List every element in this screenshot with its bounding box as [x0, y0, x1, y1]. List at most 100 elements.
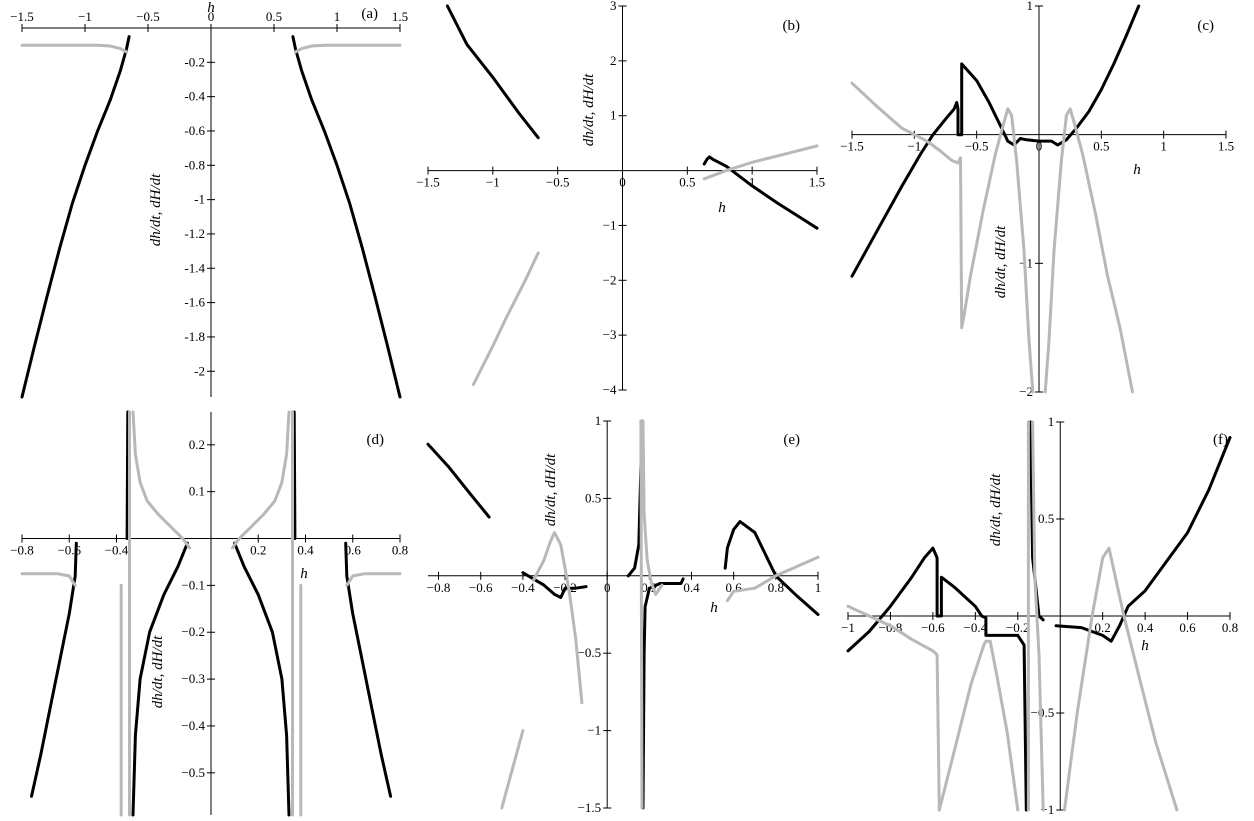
- y-tick-label: −1: [603, 217, 617, 232]
- x-tick-label: 0: [604, 580, 611, 595]
- x-tick-label: −0.6: [57, 543, 81, 558]
- y-tick-label: 3: [610, 0, 617, 13]
- y-tick-label: 0.1: [189, 484, 205, 499]
- x-tick-label: 1: [815, 580, 822, 595]
- y-tick-label: -2: [194, 363, 205, 378]
- x-tick-label: 1: [334, 9, 341, 24]
- x-tick-label: 0.8: [1222, 620, 1238, 635]
- y-tick-label: -0.2: [184, 54, 205, 69]
- y-tick-label: 0.5: [1038, 511, 1054, 526]
- y-tick-label: -0.6: [184, 123, 205, 138]
- x-tick-label: 1: [749, 175, 756, 190]
- x-tick-label: 0.5: [266, 9, 282, 24]
- x-tick-label: −0.5: [965, 139, 989, 154]
- y-tick-label: -1.4: [184, 260, 205, 275]
- series-line-black: [846, 546, 1028, 812]
- x-axis-label: h: [300, 566, 308, 582]
- series-line-black: [702, 155, 819, 230]
- series-line-gray: [1043, 107, 1134, 394]
- panel-label: (e): [783, 432, 800, 448]
- series-line-gray: [500, 729, 525, 810]
- series-line-black: [292, 410, 297, 540]
- x-tick-label: 0.8: [768, 580, 784, 595]
- x-tick-label: −1: [907, 139, 921, 154]
- x-tick-label: −0.6: [921, 620, 945, 635]
- x-tick-label: 0: [1036, 139, 1043, 154]
- series-line-gray: [230, 410, 291, 550]
- y-tick-label: −0.4: [181, 718, 205, 733]
- y-tick-label: −2: [1019, 384, 1033, 399]
- series-line-black: [344, 541, 393, 798]
- y-tick-label: 1: [610, 108, 617, 123]
- series-group: [850, 4, 1141, 394]
- panel-b: −1.5 −1 −0.5 0 0.5 1 1.5 −4 −3 −2 −1 1 2 3 h dh/dt, dH/…: [416, 0, 825, 397]
- x-tick-label: 0.2: [1095, 620, 1111, 635]
- panel-label: (d): [367, 432, 385, 448]
- series-line-gray: [725, 555, 820, 603]
- y-tick-label: -1.2: [184, 226, 205, 241]
- series-line-gray: [531, 531, 584, 705]
- y-tick-label: −0.5: [578, 645, 602, 660]
- y-tick-label: −0.3: [181, 671, 205, 686]
- series-line-black: [125, 410, 130, 540]
- x-tick-label: 1.5: [392, 9, 408, 24]
- series-line-black: [445, 4, 540, 140]
- x-tick-label: −0.5: [136, 9, 160, 24]
- series-line-black: [723, 520, 820, 616]
- y-tick-label: 0.2: [189, 437, 205, 452]
- y-axis-label: dh/dt, dH/dt: [581, 73, 597, 146]
- y-axis-label: dh/dt, dH/dt: [988, 473, 1004, 546]
- series-line-gray: [345, 572, 402, 587]
- x-tick-label: 1.5: [1218, 139, 1234, 154]
- series-line-gray: [846, 604, 941, 812]
- series-line-gray: [293, 43, 402, 54]
- series-line-gray: [639, 419, 644, 810]
- y-tick-label: 1: [1048, 414, 1055, 429]
- x-tick-label: 0: [619, 175, 626, 190]
- series-group: [426, 419, 820, 810]
- y-tick-label: −3: [603, 327, 617, 342]
- x-tick-label: −0.8: [10, 543, 34, 558]
- y-tick-label: -0.8: [184, 157, 205, 172]
- series-line-black: [233, 541, 291, 817]
- x-tick-label: −1: [841, 620, 855, 635]
- y-tick-label: −1.5: [578, 800, 602, 815]
- x-tick-label: −0.6: [469, 580, 493, 595]
- x-tick-label: −0.8: [427, 580, 451, 595]
- series-group: [445, 4, 819, 386]
- x-tick-label: 0.5: [1093, 139, 1109, 154]
- y-tick-label: 2: [610, 53, 617, 68]
- x-tick-label: 1.5: [809, 175, 825, 190]
- series-line-black: [131, 541, 189, 817]
- series-line-black: [1054, 436, 1232, 643]
- series-line-gray: [850, 81, 1035, 394]
- series-line-gray: [471, 251, 540, 386]
- x-tick-label: −0.4: [964, 620, 988, 635]
- y-tick-label: −4: [603, 382, 617, 397]
- x-tick-label: −1: [486, 175, 500, 190]
- x-axis-label: h: [1141, 638, 1149, 654]
- x-axis-label: h: [710, 600, 718, 616]
- panel-label: (a): [361, 6, 378, 22]
- x-tick-label: 0.4: [1137, 620, 1154, 635]
- series-line-black: [291, 35, 402, 399]
- x-tick-label: 1: [1160, 139, 1167, 154]
- y-tick-label: −0.2: [181, 624, 205, 639]
- panel-e: −0.8 −0.6 −0.4 −0.2 0 0.2 0.4 0.6 0.8 110.5−0.5−1…: [426, 413, 822, 815]
- x-tick-label: −1.5: [10, 9, 34, 24]
- y-tick-label: −0.1: [181, 577, 205, 592]
- series-line-black: [641, 577, 685, 810]
- x-axis-label: h: [207, 0, 215, 16]
- y-tick-label: 1: [1027, 0, 1034, 13]
- series-line-gray: [20, 572, 77, 587]
- y-tick-label: -1: [194, 192, 205, 207]
- series-line-black: [426, 442, 491, 519]
- x-tick-label: 0.4: [297, 543, 314, 558]
- y-tick-label: −1: [587, 723, 601, 738]
- x-tick-label: 0.5: [679, 175, 695, 190]
- x-tick-label: −0.4: [105, 543, 129, 558]
- x-tick-label: 0.2: [250, 543, 266, 558]
- x-tick-label: 0.6: [1179, 620, 1196, 635]
- series-line-gray: [131, 410, 192, 550]
- series-line-gray: [1031, 420, 1045, 812]
